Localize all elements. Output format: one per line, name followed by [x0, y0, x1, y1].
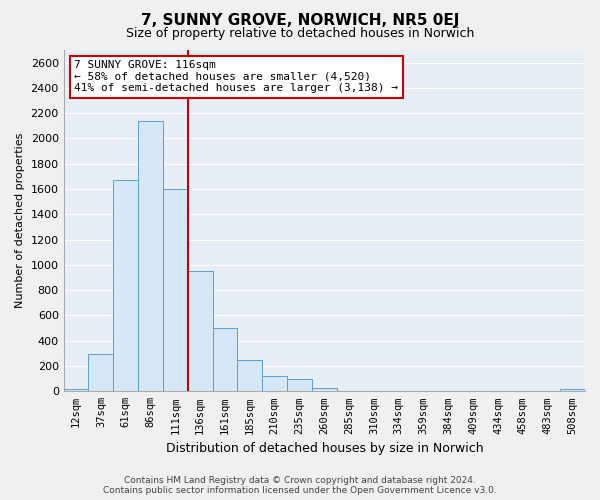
- X-axis label: Distribution of detached houses by size in Norwich: Distribution of detached houses by size …: [166, 442, 483, 455]
- Bar: [188, 270, 212, 392]
- Bar: [163, 189, 188, 392]
- Text: 7, SUNNY GROVE, NORWICH, NR5 0EJ: 7, SUNNY GROVE, NORWICH, NR5 0EJ: [141, 12, 459, 28]
- Text: Size of property relative to detached houses in Norwich: Size of property relative to detached ho…: [126, 28, 474, 40]
- Bar: [337, 390, 362, 392]
- Bar: [212, 328, 238, 392]
- Bar: [88, 354, 113, 392]
- Bar: [560, 389, 585, 392]
- Bar: [64, 389, 88, 392]
- Bar: [312, 388, 337, 392]
- Bar: [238, 360, 262, 392]
- Y-axis label: Number of detached properties: Number of detached properties: [15, 133, 25, 308]
- Bar: [262, 376, 287, 392]
- Bar: [138, 121, 163, 392]
- Text: Contains HM Land Registry data © Crown copyright and database right 2024.
Contai: Contains HM Land Registry data © Crown c…: [103, 476, 497, 495]
- Bar: [113, 180, 138, 392]
- Text: 7 SUNNY GROVE: 116sqm
← 58% of detached houses are smaller (4,520)
41% of semi-d: 7 SUNNY GROVE: 116sqm ← 58% of detached …: [74, 60, 398, 94]
- Bar: [287, 380, 312, 392]
